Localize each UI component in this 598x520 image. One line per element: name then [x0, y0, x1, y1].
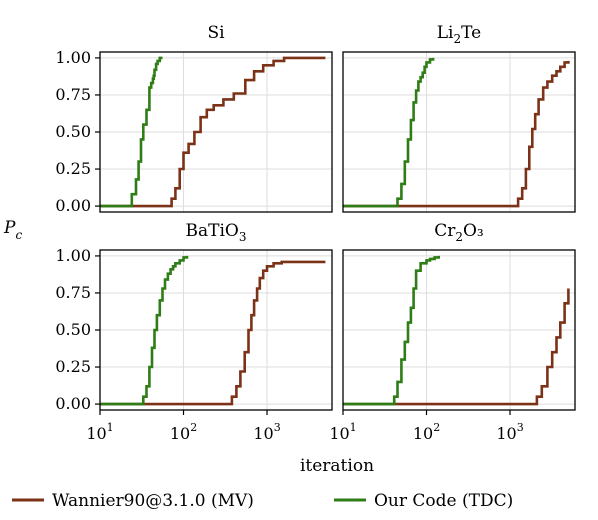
panel-title: BaTiO3: [186, 221, 247, 244]
series-ours-line: [100, 255, 189, 406]
panel-title-sub: 2: [454, 32, 462, 46]
y-axis-label: Pc: [3, 218, 22, 242]
y-axis-label-sub: c: [15, 228, 22, 242]
panel-frame: [342, 51, 576, 213]
x-tick-base: 10: [86, 424, 106, 443]
series-ours-line: [343, 255, 440, 406]
x-tick-exp: 1: [107, 421, 114, 434]
x-tick-label: 101: [329, 421, 356, 443]
x-tick-base: 10: [329, 424, 349, 443]
x-tick-exp: 3: [274, 421, 281, 434]
x-tick-label: 102: [170, 421, 197, 443]
panel-title-sub: 3: [239, 230, 247, 244]
y-tick-label: 0.75: [55, 283, 91, 302]
x-tick-base: 10: [170, 424, 190, 443]
x-tick-exp: 1: [350, 421, 357, 434]
x-axis-label: iteration: [300, 456, 374, 476]
legend-label-ours: Our Code (TDC): [374, 491, 513, 511]
panel-title-post: Te: [461, 23, 481, 43]
series-wannier-line: [100, 260, 326, 406]
y-tick-label: 0.50: [55, 122, 91, 141]
x-tick-label: 103: [253, 421, 280, 443]
series-wannier-line: [343, 288, 570, 406]
series-wannier-line: [100, 56, 326, 208]
panel-title: Si: [207, 23, 225, 43]
x-tick-base: 10: [496, 424, 516, 443]
x-tick-exp: 3: [517, 421, 524, 434]
panels: Si0.000.250.500.751.00Li2TeBaTiO30.000.2…: [55, 23, 576, 443]
series-wannier-line: [343, 60, 570, 208]
panel-title-main: Si: [207, 23, 225, 43]
y-tick-label: 0.25: [55, 357, 91, 376]
legend: Wannier90@3.1.0 (MV) Our Code (TDC): [12, 491, 513, 511]
x-tick-exp: 2: [433, 421, 440, 434]
panel-title-main: Li: [437, 23, 454, 43]
panel-1: Li2Te: [342, 23, 576, 213]
panel-title-post: O₃: [463, 221, 484, 241]
y-tick-label: 1.00: [55, 246, 91, 265]
panel-0: Si 0.00 0.25 0.50 0.75 1.00: [55, 23, 333, 215]
x-tick-label: 102: [413, 421, 440, 443]
panel-title-main: Cr: [434, 221, 456, 241]
y-tick-label: 0.00: [55, 196, 91, 215]
y-tick-label: 0.50: [55, 320, 91, 339]
legend-label-wannier: Wannier90@3.1.0 (MV): [52, 491, 254, 511]
y-axis-label-main: P: [3, 218, 16, 238]
x-tick-label: 103: [496, 421, 523, 443]
panel-title-sub: 2: [455, 230, 463, 244]
y-tick-label: 1.00: [55, 48, 91, 67]
panel-title: Cr2O₃: [434, 221, 484, 244]
y-tick-label: 0.00: [55, 394, 91, 413]
x-tick-exp: 2: [190, 421, 197, 434]
panel-title: Li2Te: [437, 23, 481, 46]
x-tick-label: 101: [86, 421, 113, 443]
panel-title-main: BaTiO: [186, 221, 239, 241]
y-tick-label: 0.75: [55, 85, 91, 104]
series-ours-line: [100, 56, 163, 208]
panel-frame: [342, 249, 576, 411]
x-tick-base: 10: [413, 424, 433, 443]
series-ours-line: [343, 57, 435, 208]
y-tick-label: 0.25: [55, 159, 91, 178]
x-tick-base: 10: [253, 424, 273, 443]
